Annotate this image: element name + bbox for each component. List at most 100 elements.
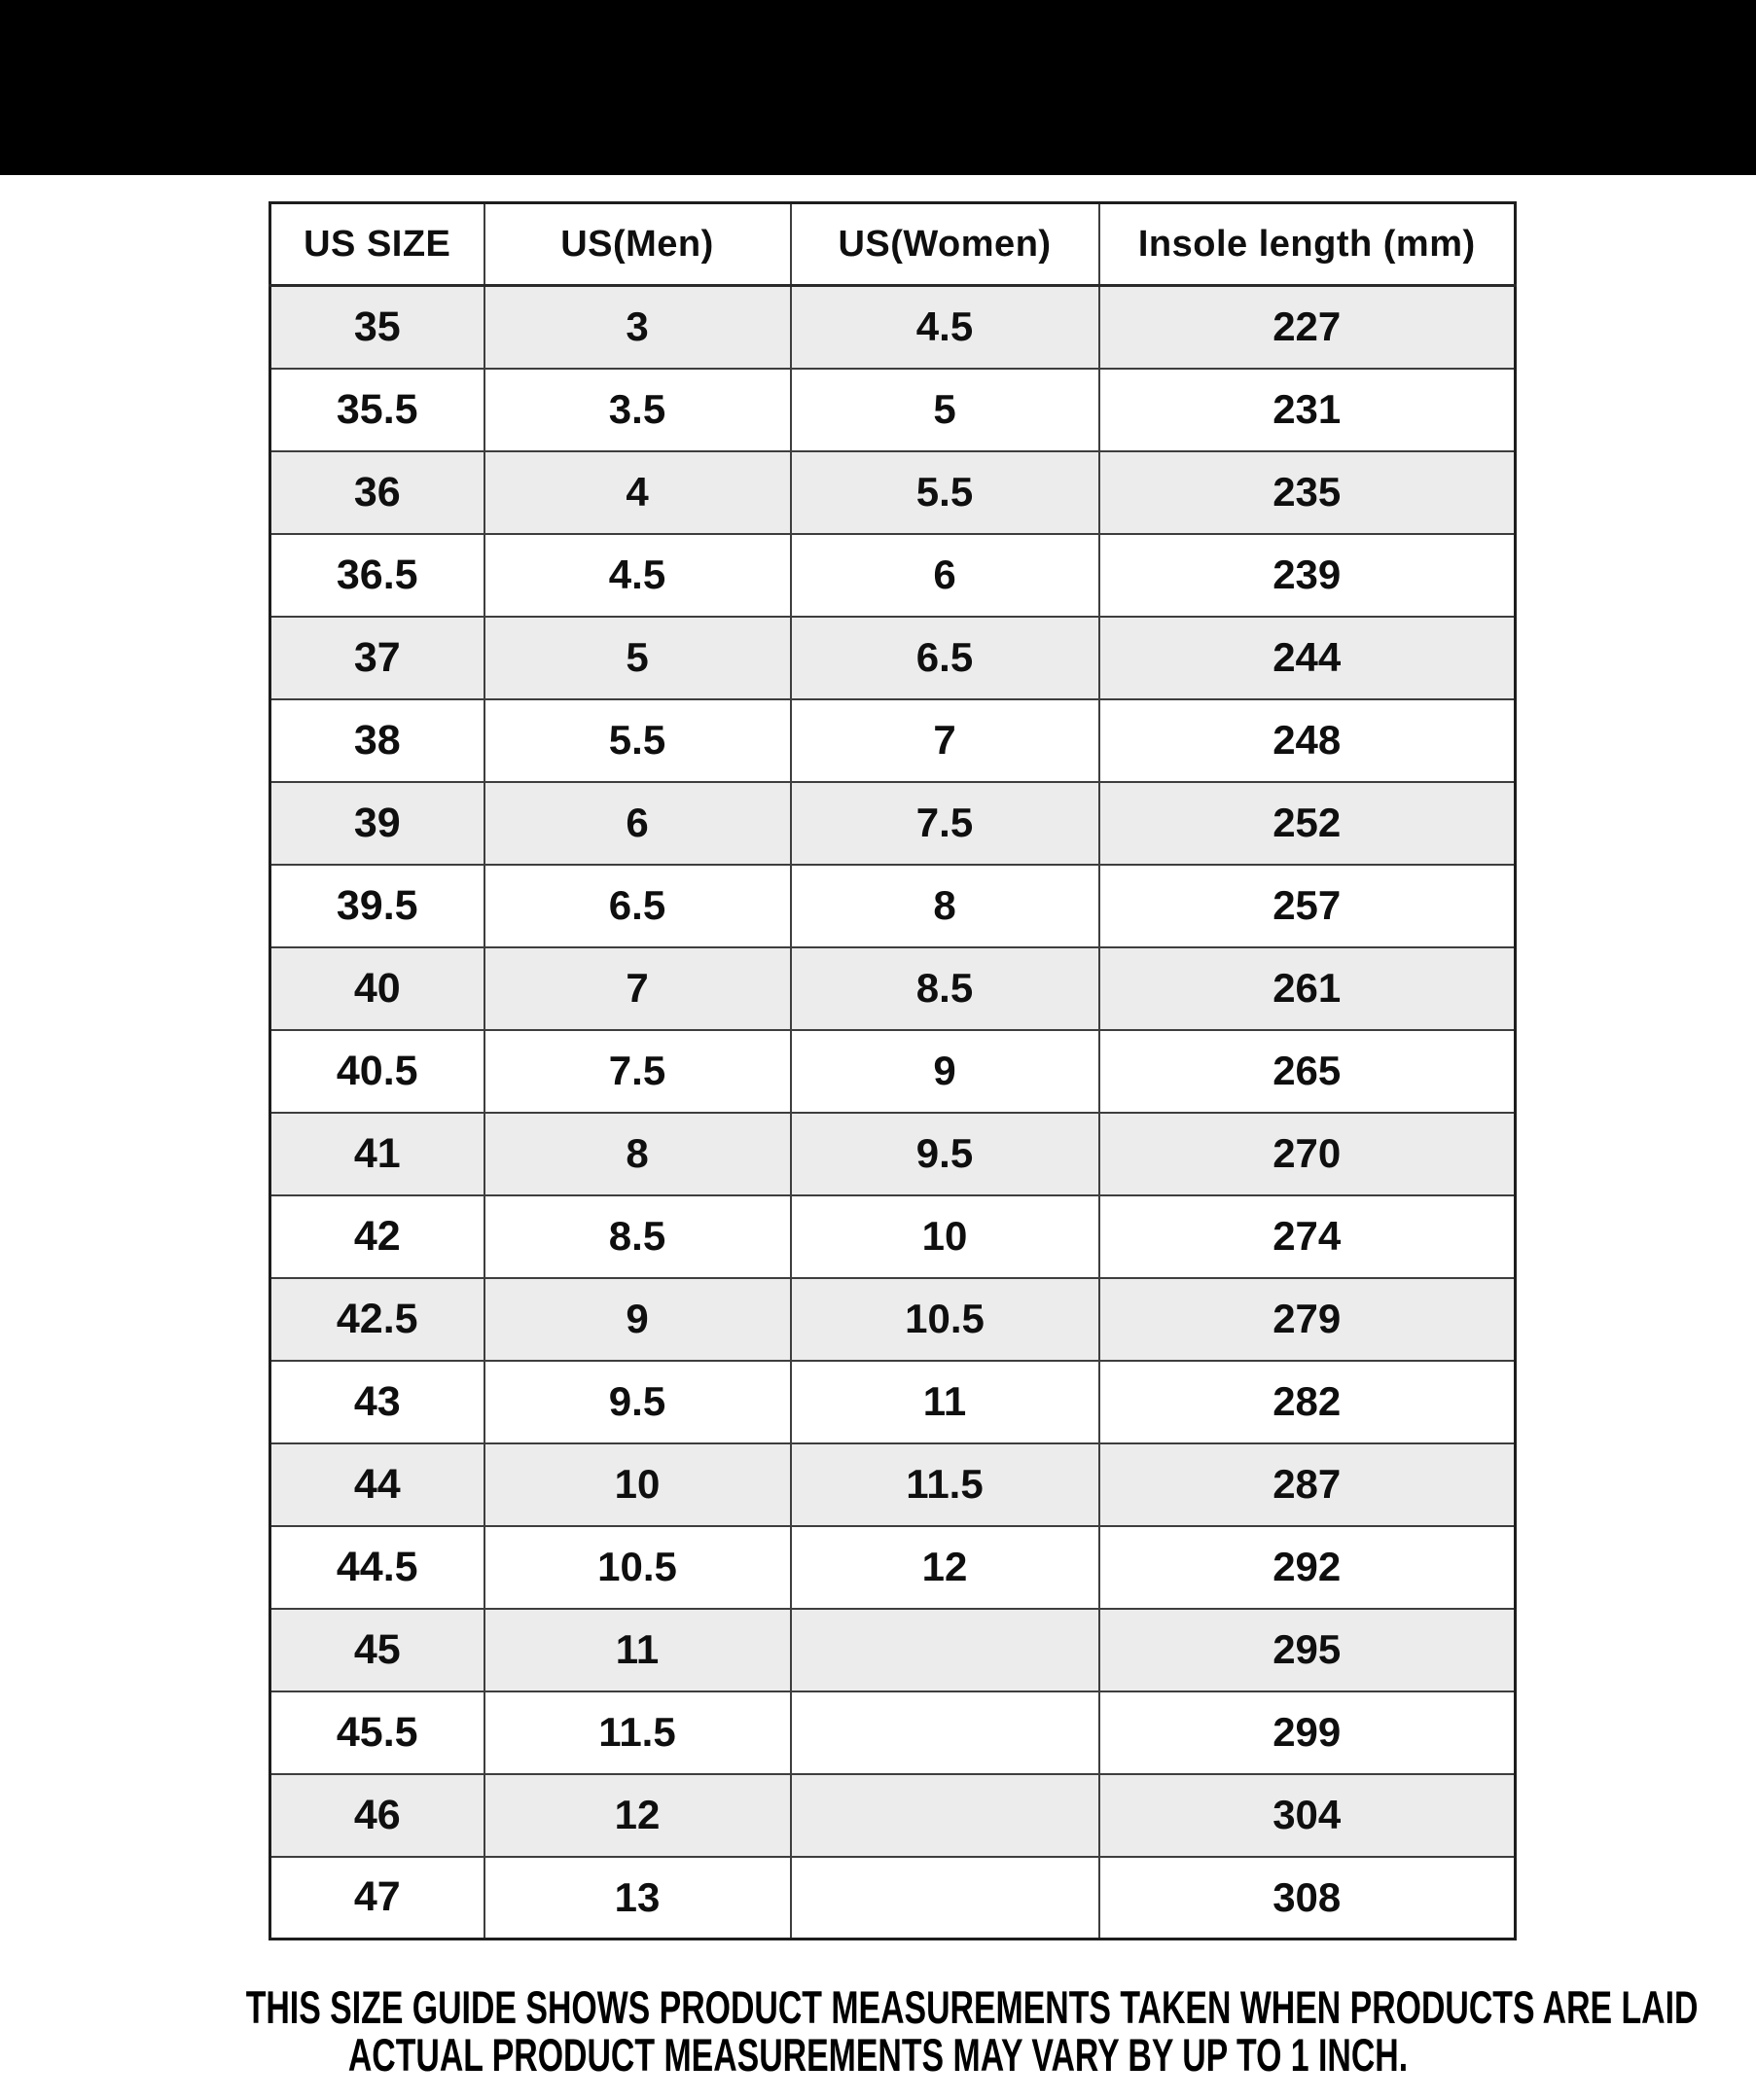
cell-us-women: 5.5 bbox=[789, 449, 1100, 535]
cell-us-men: 8 bbox=[483, 1111, 792, 1196]
cell-us-women: 8.5 bbox=[789, 945, 1100, 1031]
cell-us-size: 38 bbox=[269, 697, 485, 783]
cell-us-men: 12 bbox=[483, 1772, 792, 1858]
cell-insole-length: 227 bbox=[1097, 284, 1517, 370]
col-header-us-size: US SIZE bbox=[269, 201, 485, 287]
cell-insole-length: 292 bbox=[1097, 1524, 1517, 1610]
cell-us-women: 9.5 bbox=[789, 1111, 1100, 1196]
table-row: 47 13 308 bbox=[269, 1855, 1517, 1940]
cell-us-men: 9.5 bbox=[483, 1359, 792, 1444]
cell-us-men: 13 bbox=[483, 1855, 792, 1940]
cell-us-women: 12 bbox=[789, 1524, 1100, 1610]
cell-us-men: 10 bbox=[483, 1442, 792, 1527]
cell-us-men: 4.5 bbox=[483, 532, 792, 618]
cell-us-men: 4 bbox=[483, 449, 792, 535]
cell-us-size: 40.5 bbox=[269, 1028, 485, 1114]
cell-us-women: 6.5 bbox=[789, 615, 1100, 700]
cell-us-size: 40 bbox=[269, 945, 485, 1031]
cell-us-women: 7 bbox=[789, 697, 1100, 783]
table-row: 43 9.5 11 282 bbox=[269, 1359, 1517, 1444]
cell-insole-length: 304 bbox=[1097, 1772, 1517, 1858]
table-row: 35 3 4.5 227 bbox=[269, 284, 1517, 370]
cell-insole-length: 265 bbox=[1097, 1028, 1517, 1114]
cell-us-size: 47 bbox=[269, 1855, 485, 1940]
cell-us-size: 35 bbox=[269, 284, 485, 370]
cell-us-men: 10.5 bbox=[483, 1524, 792, 1610]
col-header-us-men: US(Men) bbox=[483, 201, 792, 287]
cell-us-size: 43 bbox=[269, 1359, 485, 1444]
cell-us-women: 10 bbox=[789, 1193, 1100, 1279]
cell-insole-length: 308 bbox=[1097, 1855, 1517, 1940]
cell-us-size: 35.5 bbox=[269, 367, 485, 452]
cell-us-size: 44.5 bbox=[269, 1524, 485, 1610]
table-row: 40.5 7.5 9 265 bbox=[269, 1028, 1517, 1114]
cell-insole-length: 274 bbox=[1097, 1193, 1517, 1279]
table-row: 44 10 11.5 287 bbox=[269, 1442, 1517, 1527]
table-row: 39 6 7.5 252 bbox=[269, 780, 1517, 866]
table-row: 36 4 5.5 235 bbox=[269, 449, 1517, 535]
cell-us-size: 41 bbox=[269, 1111, 485, 1196]
cell-us-size: 45.5 bbox=[269, 1690, 485, 1775]
cell-insole-length: 270 bbox=[1097, 1111, 1517, 1196]
cell-us-women bbox=[789, 1855, 1100, 1940]
cell-us-women: 11.5 bbox=[789, 1442, 1100, 1527]
table-row: 38 5.5 7 248 bbox=[269, 697, 1517, 783]
cell-us-size: 39.5 bbox=[269, 863, 485, 948]
table-row: 46 12 304 bbox=[269, 1772, 1517, 1858]
cell-us-men: 7.5 bbox=[483, 1028, 792, 1114]
table-row: 42.5 9 10.5 279 bbox=[269, 1276, 1517, 1362]
table-row: 45.5 11.5 299 bbox=[269, 1690, 1517, 1775]
cell-us-size: 46 bbox=[269, 1772, 485, 1858]
cell-insole-length: 299 bbox=[1097, 1690, 1517, 1775]
col-header-us-women: US(Women) bbox=[789, 201, 1100, 287]
cell-us-women bbox=[789, 1772, 1100, 1858]
cell-insole-length: 261 bbox=[1097, 945, 1517, 1031]
cell-insole-length: 287 bbox=[1097, 1442, 1517, 1527]
cell-us-size: 45 bbox=[269, 1607, 485, 1692]
top-black-banner bbox=[0, 0, 1756, 175]
cell-us-size: 39 bbox=[269, 780, 485, 866]
cell-us-men: 5 bbox=[483, 615, 792, 700]
cell-us-size: 42 bbox=[269, 1193, 485, 1279]
cell-us-men: 3 bbox=[483, 284, 792, 370]
cell-us-women: 6 bbox=[789, 532, 1100, 618]
table-row: 36.5 4.5 6 239 bbox=[269, 532, 1517, 618]
cell-insole-length: 239 bbox=[1097, 532, 1517, 618]
cell-us-men: 11.5 bbox=[483, 1690, 792, 1775]
cell-insole-length: 295 bbox=[1097, 1607, 1517, 1692]
cell-us-women: 5 bbox=[789, 367, 1100, 452]
cell-us-women: 8 bbox=[789, 863, 1100, 948]
table-row: 35.5 3.5 5 231 bbox=[269, 367, 1517, 452]
cell-us-men: 8.5 bbox=[483, 1193, 792, 1279]
cell-us-men: 7 bbox=[483, 945, 792, 1031]
size-table-body: 35 3 4.5 227 35.5 3.5 5 231 36 4 5.5 235 36.5 4.5 6 239… bbox=[269, 284, 1517, 1940]
cell-insole-length: 257 bbox=[1097, 863, 1517, 948]
cell-us-women: 10.5 bbox=[789, 1276, 1100, 1362]
table-row: 42 8.5 10 274 bbox=[269, 1193, 1517, 1279]
cell-insole-length: 252 bbox=[1097, 780, 1517, 866]
cell-us-men: 6.5 bbox=[483, 863, 792, 948]
table-row: 37 5 6.5 244 bbox=[269, 615, 1517, 700]
cell-us-size: 42.5 bbox=[269, 1276, 485, 1362]
table-row: 44.5 10.5 12 292 bbox=[269, 1524, 1517, 1610]
cell-insole-length: 235 bbox=[1097, 449, 1517, 535]
size-table-header: US SIZE US(Men) US(Women) Insole length … bbox=[269, 201, 1517, 287]
header-row: US SIZE US(Men) US(Women) Insole length … bbox=[269, 201, 1517, 287]
cell-us-women bbox=[789, 1607, 1100, 1692]
table-row: 41 8 9.5 270 bbox=[269, 1111, 1517, 1196]
cell-us-size: 37 bbox=[269, 615, 485, 700]
cell-us-size: 44 bbox=[269, 1442, 485, 1527]
col-header-insole-length: Insole length (mm) bbox=[1097, 201, 1517, 287]
cell-us-size: 36.5 bbox=[269, 532, 485, 618]
cell-us-women: 11 bbox=[789, 1359, 1100, 1444]
cell-us-men: 3.5 bbox=[483, 367, 792, 452]
table-row: 45 11 295 bbox=[269, 1607, 1517, 1692]
cell-us-men: 6 bbox=[483, 780, 792, 866]
cell-insole-length: 244 bbox=[1097, 615, 1517, 700]
cell-insole-length: 248 bbox=[1097, 697, 1517, 783]
footer-disclaimer-line-1: THIS SIZE GUIDE SHOWS PRODUCT MEASUREMEN… bbox=[245, 1981, 1699, 2033]
table-row: 40 7 8.5 261 bbox=[269, 945, 1517, 1031]
cell-us-women bbox=[789, 1690, 1100, 1775]
cell-us-men: 9 bbox=[483, 1276, 792, 1362]
cell-insole-length: 282 bbox=[1097, 1359, 1517, 1444]
